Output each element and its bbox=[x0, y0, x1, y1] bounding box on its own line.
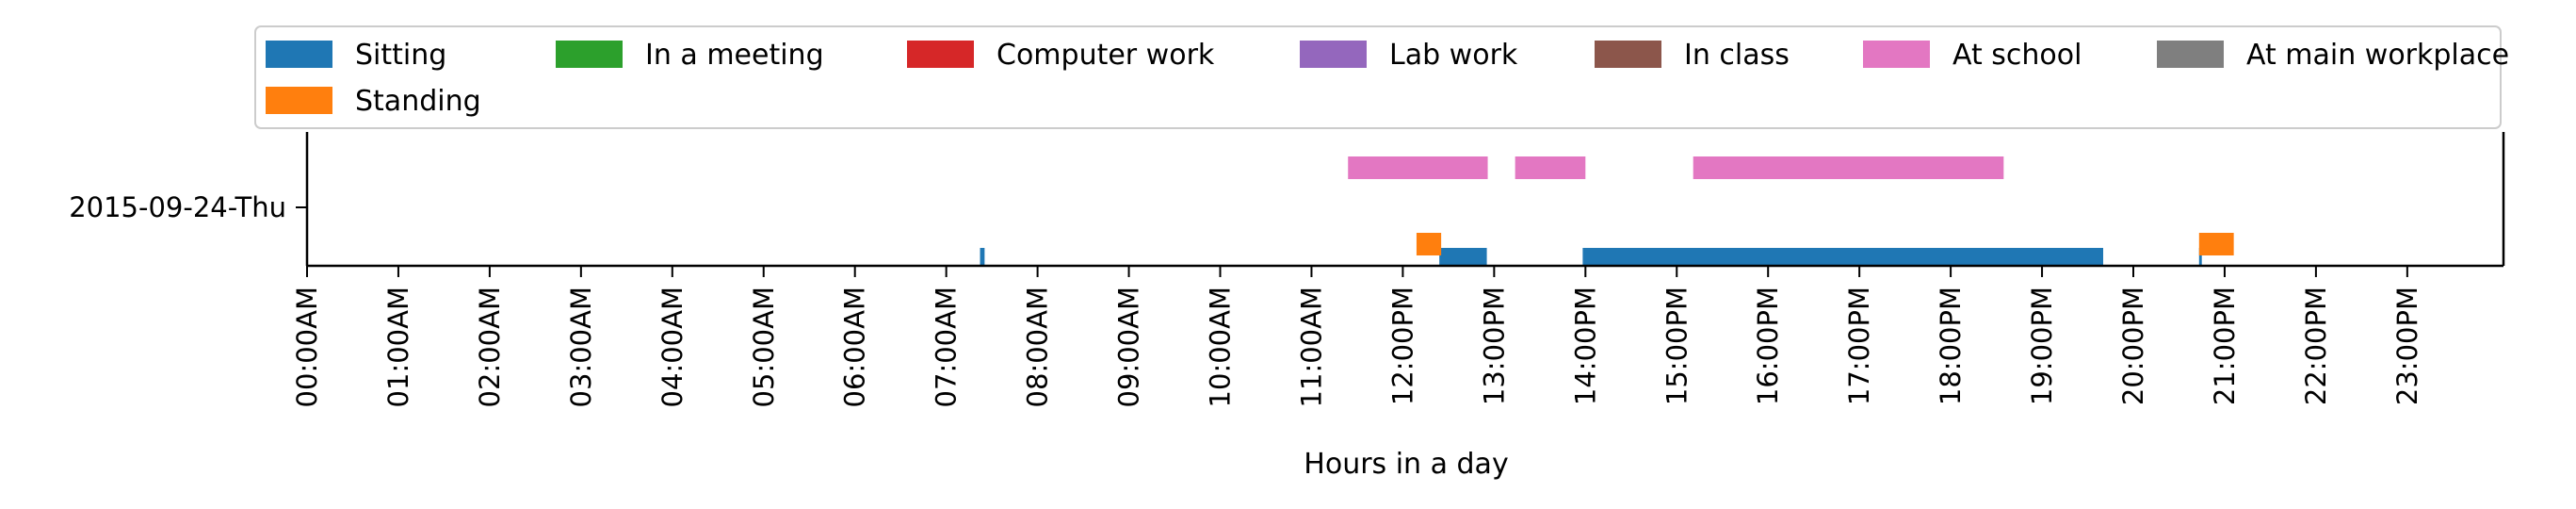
y-tick-label: 2015-09-24-Thu bbox=[69, 191, 286, 223]
legend-label: In class bbox=[1684, 39, 1790, 72]
legend-frame bbox=[254, 25, 2502, 129]
legend-label: Computer work bbox=[996, 39, 1215, 72]
x-tick-label: 14:00PM bbox=[1569, 287, 1601, 405]
legend-label: Sitting bbox=[355, 39, 446, 72]
x-tick-label: 01:00AM bbox=[382, 287, 414, 407]
legend-swatch-in-class bbox=[1595, 41, 1661, 68]
x-tick-label: 09:00AM bbox=[1113, 287, 1145, 407]
legend-label: In a meeting bbox=[645, 39, 824, 72]
bar-standing-1 bbox=[2198, 233, 2234, 255]
plot-axes bbox=[305, 132, 2505, 268]
x-tick-label: 11:00AM bbox=[1295, 287, 1327, 407]
bar-standing-0 bbox=[1416, 233, 1442, 255]
bar-sitting-2 bbox=[1582, 248, 2104, 266]
x-tick-label: 19:00PM bbox=[2026, 287, 2058, 405]
x-tick-label: 23:00PM bbox=[2391, 287, 2423, 405]
bar-at-school-1 bbox=[1515, 156, 1586, 179]
x-tick-label: 04:00AM bbox=[656, 287, 689, 407]
x-tick-label: 07:00AM bbox=[931, 287, 963, 407]
legend-swatch-lab-work bbox=[1300, 41, 1367, 68]
x-tick-label: 03:00AM bbox=[565, 287, 597, 407]
x-axis-ticks: 00:00AM 01:00AM 02:00AM 03:00AM 04:00AM 05:00… bbox=[291, 266, 2423, 407]
x-tick-label: 12:00PM bbox=[1386, 287, 1418, 405]
x-tick-label: 08:00AM bbox=[1022, 287, 1054, 407]
x-tick-label: 15:00PM bbox=[1661, 287, 1693, 405]
legend-label: Lab work bbox=[1389, 39, 1518, 72]
legend-label: At main workplace bbox=[2246, 39, 2509, 72]
x-tick-label: 02:00AM bbox=[474, 287, 506, 407]
x-tick-label: 17:00PM bbox=[1843, 287, 1875, 405]
bar-sitting-1 bbox=[1439, 248, 1487, 266]
legend-swatch-at-main-workplace bbox=[2157, 41, 2224, 68]
x-tick-label: 16:00PM bbox=[1752, 287, 1784, 405]
x-tick-label: 10:00AM bbox=[1205, 287, 1237, 407]
bar-at-school-0 bbox=[1348, 156, 1488, 179]
x-tick-label: 06:00AM bbox=[839, 287, 871, 407]
x-tick-label: 00:00AM bbox=[291, 287, 323, 407]
legend-swatch-in-a-meeting bbox=[556, 41, 623, 68]
legend-label: At school bbox=[1952, 39, 2082, 72]
x-tick-label: 13:00PM bbox=[1478, 287, 1510, 405]
bar-at-school-2 bbox=[1693, 156, 2004, 179]
x-tick-label: 20:00PM bbox=[2117, 287, 2149, 405]
legend-swatch-at-school bbox=[1863, 41, 1930, 68]
y-axis-ticks: 2015-09-24-Thu bbox=[69, 191, 307, 223]
legend-swatch-standing bbox=[266, 87, 332, 114]
legend-swatch-computer-work bbox=[907, 41, 974, 68]
x-tick-label: 21:00PM bbox=[2209, 287, 2241, 405]
activity-bars bbox=[980, 156, 2234, 266]
x-tick-label: 05:00AM bbox=[748, 287, 780, 407]
x-tick-label: 18:00PM bbox=[1935, 287, 1967, 405]
legend-label: Standing bbox=[355, 85, 481, 118]
bar-sitting-3 bbox=[2198, 248, 2202, 266]
x-tick-label: 22:00PM bbox=[2300, 287, 2332, 405]
legend: Sitting In a meeting Computer work Lab work… bbox=[254, 25, 2509, 129]
legend-swatch-sitting bbox=[266, 41, 332, 68]
x-axis-label: Hours in a day bbox=[1304, 448, 1508, 481]
bar-sitting-0 bbox=[980, 248, 985, 266]
